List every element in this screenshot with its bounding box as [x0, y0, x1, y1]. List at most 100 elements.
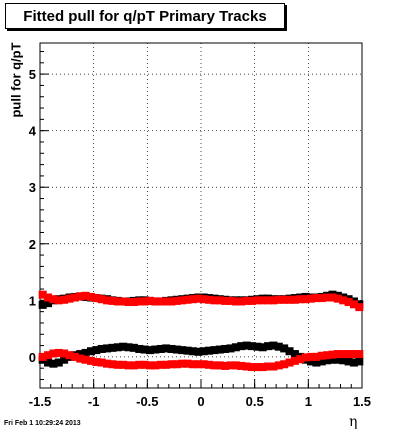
data-point	[328, 293, 337, 302]
data-point	[76, 292, 85, 301]
data-point	[199, 347, 208, 356]
data-point	[221, 296, 230, 305]
data-point	[264, 296, 273, 305]
data-point	[242, 362, 251, 371]
data-point	[108, 296, 117, 305]
data-point	[151, 297, 160, 306]
data-point	[178, 296, 187, 305]
data-point	[333, 350, 342, 359]
data-point	[307, 357, 316, 366]
data-point	[108, 360, 117, 369]
grid-lines	[40, 43, 362, 388]
data-point	[328, 355, 337, 364]
x-tick-label: 0.5	[246, 394, 264, 409]
data-point	[124, 361, 133, 370]
data-point	[333, 355, 342, 364]
data-point	[194, 294, 203, 303]
data-point	[231, 297, 240, 306]
data-point	[253, 363, 262, 372]
data-point	[162, 297, 171, 306]
data-point	[253, 342, 262, 351]
chart-title: Fitted pull for q/pT Primary Tracks	[23, 8, 267, 25]
data-point	[167, 360, 176, 369]
data-point	[258, 296, 267, 305]
x-tick-label: -1.5	[29, 394, 51, 409]
data-point	[317, 357, 326, 366]
data-point	[301, 295, 310, 304]
data-point	[280, 344, 289, 353]
data-point	[333, 294, 342, 303]
data-point	[253, 296, 262, 305]
data-point	[285, 358, 294, 367]
data-point	[349, 358, 358, 367]
data-point	[226, 361, 235, 370]
data-point	[323, 293, 332, 302]
data-point	[237, 297, 246, 306]
data-point	[140, 360, 149, 369]
data-point	[183, 359, 192, 368]
data-point	[70, 293, 79, 302]
data-point	[178, 359, 187, 368]
data-point	[312, 294, 321, 303]
data-point	[60, 295, 69, 304]
data-point	[285, 347, 294, 356]
data-point	[290, 295, 299, 304]
data-point	[205, 360, 214, 369]
data-point	[349, 350, 358, 359]
data-point	[194, 347, 203, 356]
data-point	[264, 362, 273, 371]
data-point	[113, 343, 122, 352]
data-point	[269, 296, 278, 305]
data-point	[280, 295, 289, 304]
data-point	[215, 361, 224, 370]
data-point	[38, 300, 47, 309]
data-point	[339, 296, 348, 305]
data-point	[124, 298, 133, 307]
y-tick-label: 3	[29, 180, 36, 195]
data-point	[60, 349, 69, 358]
y-tick-label: 5	[29, 67, 36, 82]
data-point	[81, 348, 90, 357]
data-point	[70, 352, 79, 361]
timestamp-label: Fri Feb 1 10:29:24 2013	[4, 420, 81, 427]
data-point	[339, 356, 348, 365]
data-point	[317, 351, 326, 360]
data-point	[312, 352, 321, 361]
data-point	[65, 294, 74, 303]
data-point	[119, 297, 128, 306]
data-point	[129, 298, 138, 307]
data-point	[221, 361, 230, 370]
data-point	[44, 351, 53, 360]
data-point	[38, 352, 47, 361]
data-point	[307, 352, 316, 361]
data-point	[344, 357, 353, 366]
data-point	[188, 295, 197, 304]
data-point	[113, 297, 122, 306]
data-point	[199, 295, 208, 304]
data-point	[86, 347, 95, 356]
data-point	[113, 360, 122, 369]
data-point	[135, 297, 144, 306]
data-point	[215, 296, 224, 305]
data-point	[167, 344, 176, 353]
data-point	[38, 290, 47, 299]
data-point	[151, 345, 160, 354]
data-point	[146, 346, 155, 355]
data-point	[156, 344, 165, 353]
data-point	[290, 356, 299, 365]
data-point	[172, 296, 181, 305]
data-point	[301, 353, 310, 362]
data-point	[328, 350, 337, 359]
x-axis-ticks: -1.5 -1 -0.5 0 0.5 1 1.5	[29, 379, 371, 409]
data-point	[290, 350, 299, 359]
data-point	[231, 343, 240, 352]
data-point	[76, 350, 85, 359]
data-point	[60, 355, 69, 364]
data-point	[146, 296, 155, 305]
data-point	[140, 297, 149, 306]
x-tick-label: 0	[197, 394, 204, 409]
data-point	[103, 296, 112, 305]
data-point	[312, 358, 321, 367]
x-tick-label: -0.5	[136, 394, 158, 409]
data-point	[97, 295, 106, 304]
